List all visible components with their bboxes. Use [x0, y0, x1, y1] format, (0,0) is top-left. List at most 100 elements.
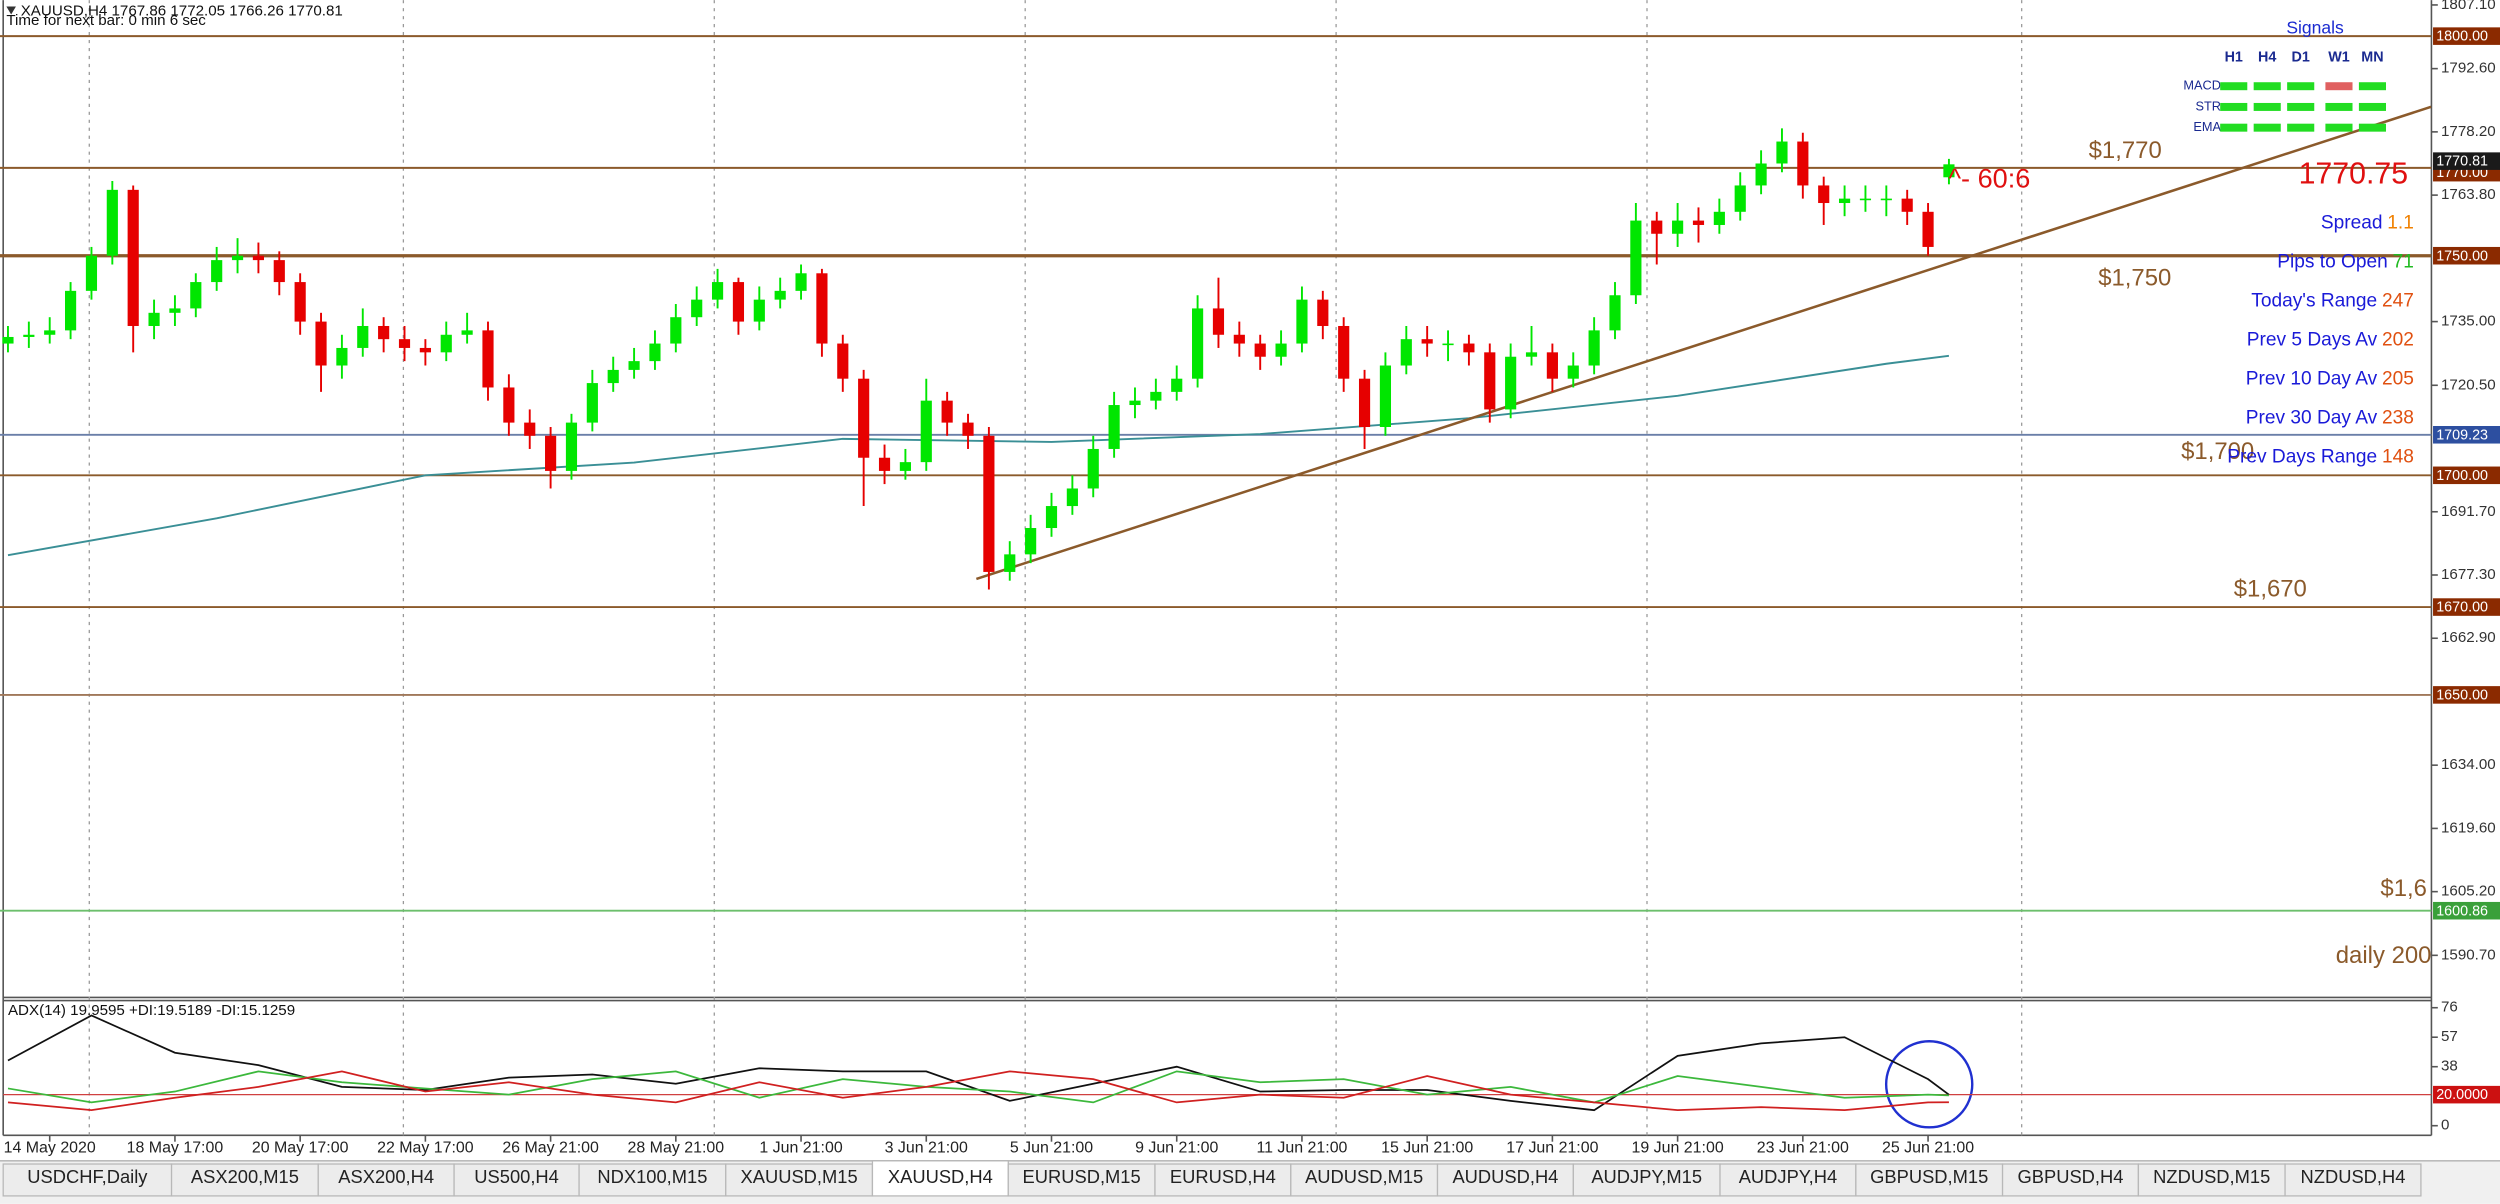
level-annotation: $1,750 [2098, 264, 2171, 291]
candle-body [503, 387, 515, 423]
candle-body [983, 435, 995, 572]
candle-body [816, 273, 828, 344]
y-tick-label: 76 [2441, 999, 2458, 1016]
candle-body [1150, 391, 1162, 401]
tab[interactable] [2001, 1163, 2140, 1197]
candle-body [565, 422, 578, 471]
stat-value: 1.1 [2387, 212, 2414, 233]
signal-cell [2325, 102, 2353, 111]
tab[interactable] [1436, 1163, 1574, 1197]
signal-row-label: MACD [2183, 78, 2221, 93]
tab[interactable] [2284, 1163, 2422, 1197]
tab-label[interactable]: AUDJPY,H4 [1739, 1166, 1837, 1187]
candle-body [190, 282, 202, 309]
tab[interactable] [1719, 1163, 1857, 1197]
candle-body [711, 282, 724, 300]
tab[interactable] [725, 1163, 874, 1197]
tab-label[interactable]: USDCHF,Daily [27, 1166, 148, 1187]
signal-column: W1 [2328, 49, 2350, 65]
tab[interactable] [1572, 1163, 1721, 1197]
price-tag [2433, 426, 2500, 444]
stat-value: 202 [2382, 330, 2414, 351]
candle-body [419, 347, 431, 353]
signal-cell [2325, 123, 2353, 132]
tab-label[interactable]: AUDUSD,M15 [1305, 1166, 1423, 1187]
signal-cell [2287, 102, 2315, 111]
x-tick-label: 22 May 17:00 [377, 1139, 474, 1156]
tab[interactable] [2, 1163, 173, 1197]
tab-label[interactable]: NZDUSD,M15 [2153, 1166, 2270, 1187]
y-tick-label: 1634.00 [2441, 756, 2496, 773]
y-tick-label: 1662.90 [2441, 629, 2496, 646]
tab[interactable] [317, 1163, 455, 1197]
tab-label[interactable]: XAUUSD,H4 [888, 1166, 993, 1187]
candle-body [878, 457, 891, 471]
candle-body [1317, 299, 1329, 326]
candle-body [691, 299, 703, 318]
candle-body [106, 189, 118, 256]
price-tag-label: 1709.23 [2436, 427, 2488, 443]
candle-body [920, 400, 932, 463]
signal-column: H4 [2258, 49, 2276, 65]
stat-label: Spread [2321, 212, 2383, 233]
stat-label: Today's Range [2251, 291, 2377, 312]
tab-label[interactable]: GBPUSD,M15 [1870, 1166, 1988, 1187]
x-tick-label: 26 May 21:00 [502, 1139, 599, 1156]
y-tick-label: 1763.80 [2441, 186, 2496, 203]
candle-body [357, 325, 369, 348]
tab-label[interactable]: NZDUSD,H4 [2301, 1166, 2406, 1187]
candle-body [586, 383, 598, 423]
tab-label[interactable]: ASX200,H4 [338, 1166, 434, 1187]
tab[interactable] [871, 1160, 1009, 1197]
collapse-icon[interactable] [6, 6, 16, 15]
x-tick-label: 1 Jun 21:00 [759, 1139, 842, 1156]
price-tag [2433, 246, 2500, 265]
stat-value: 238 [2382, 408, 2414, 429]
y-tick-label: 38 [2441, 1058, 2458, 1075]
tab-label[interactable]: GBPUSD,H4 [2018, 1166, 2124, 1187]
tab[interactable] [1290, 1163, 1439, 1197]
price-tag [2433, 27, 2500, 45]
tab-label[interactable]: ASX200,M15 [191, 1166, 299, 1187]
candle-body [252, 255, 264, 261]
candle-body [545, 435, 557, 471]
tab[interactable] [578, 1163, 727, 1197]
stat-line: Spread 1.1 [2321, 212, 2414, 233]
tab-label[interactable]: EURUSD,M15 [1023, 1166, 1141, 1187]
candle-body [85, 255, 98, 291]
signal-column: D1 [2292, 49, 2310, 65]
x-tick-label: 28 May 21:00 [628, 1139, 725, 1156]
period-separators [88, 0, 2023, 1136]
tab-label[interactable]: AUDJPY,M15 [1591, 1166, 1702, 1187]
price-tag [2433, 686, 2500, 704]
tab-label[interactable]: US500,H4 [474, 1166, 559, 1187]
candle-body [23, 334, 35, 337]
price-tag-label: 20.0000 [2436, 1087, 2488, 1103]
candle-body [1922, 211, 1934, 247]
stat-value: 205 [2382, 369, 2414, 390]
candle-body [1358, 378, 1371, 427]
candle-body [127, 189, 139, 326]
candle-body [1943, 164, 1955, 178]
candle-body [336, 347, 348, 366]
candle-body [1442, 343, 1454, 346]
signal-cell [2287, 123, 2315, 132]
tab-label[interactable]: AUDUSD,H4 [1452, 1166, 1558, 1187]
signal-cell [2287, 82, 2315, 91]
tab-label[interactable]: EURUSD,H4 [1170, 1166, 1276, 1187]
candle-body [1233, 334, 1245, 344]
tab[interactable] [1855, 1163, 2004, 1197]
candle-body [1546, 352, 1558, 379]
tab[interactable] [1154, 1163, 1292, 1197]
price-tag-label: 1600.86 [2436, 903, 2488, 919]
x-tick-label: 14 May 2020 [4, 1139, 96, 1156]
tab[interactable] [170, 1163, 319, 1197]
price-tag-label: 1800.00 [2436, 29, 2488, 45]
tab[interactable] [453, 1163, 580, 1197]
tab-label[interactable]: NDX100,M15 [597, 1166, 707, 1187]
tab[interactable] [2137, 1163, 2286, 1197]
candle-body [1630, 220, 1642, 296]
tab-label[interactable]: XAUUSD,M15 [741, 1166, 858, 1187]
tab[interactable] [1007, 1163, 1156, 1197]
